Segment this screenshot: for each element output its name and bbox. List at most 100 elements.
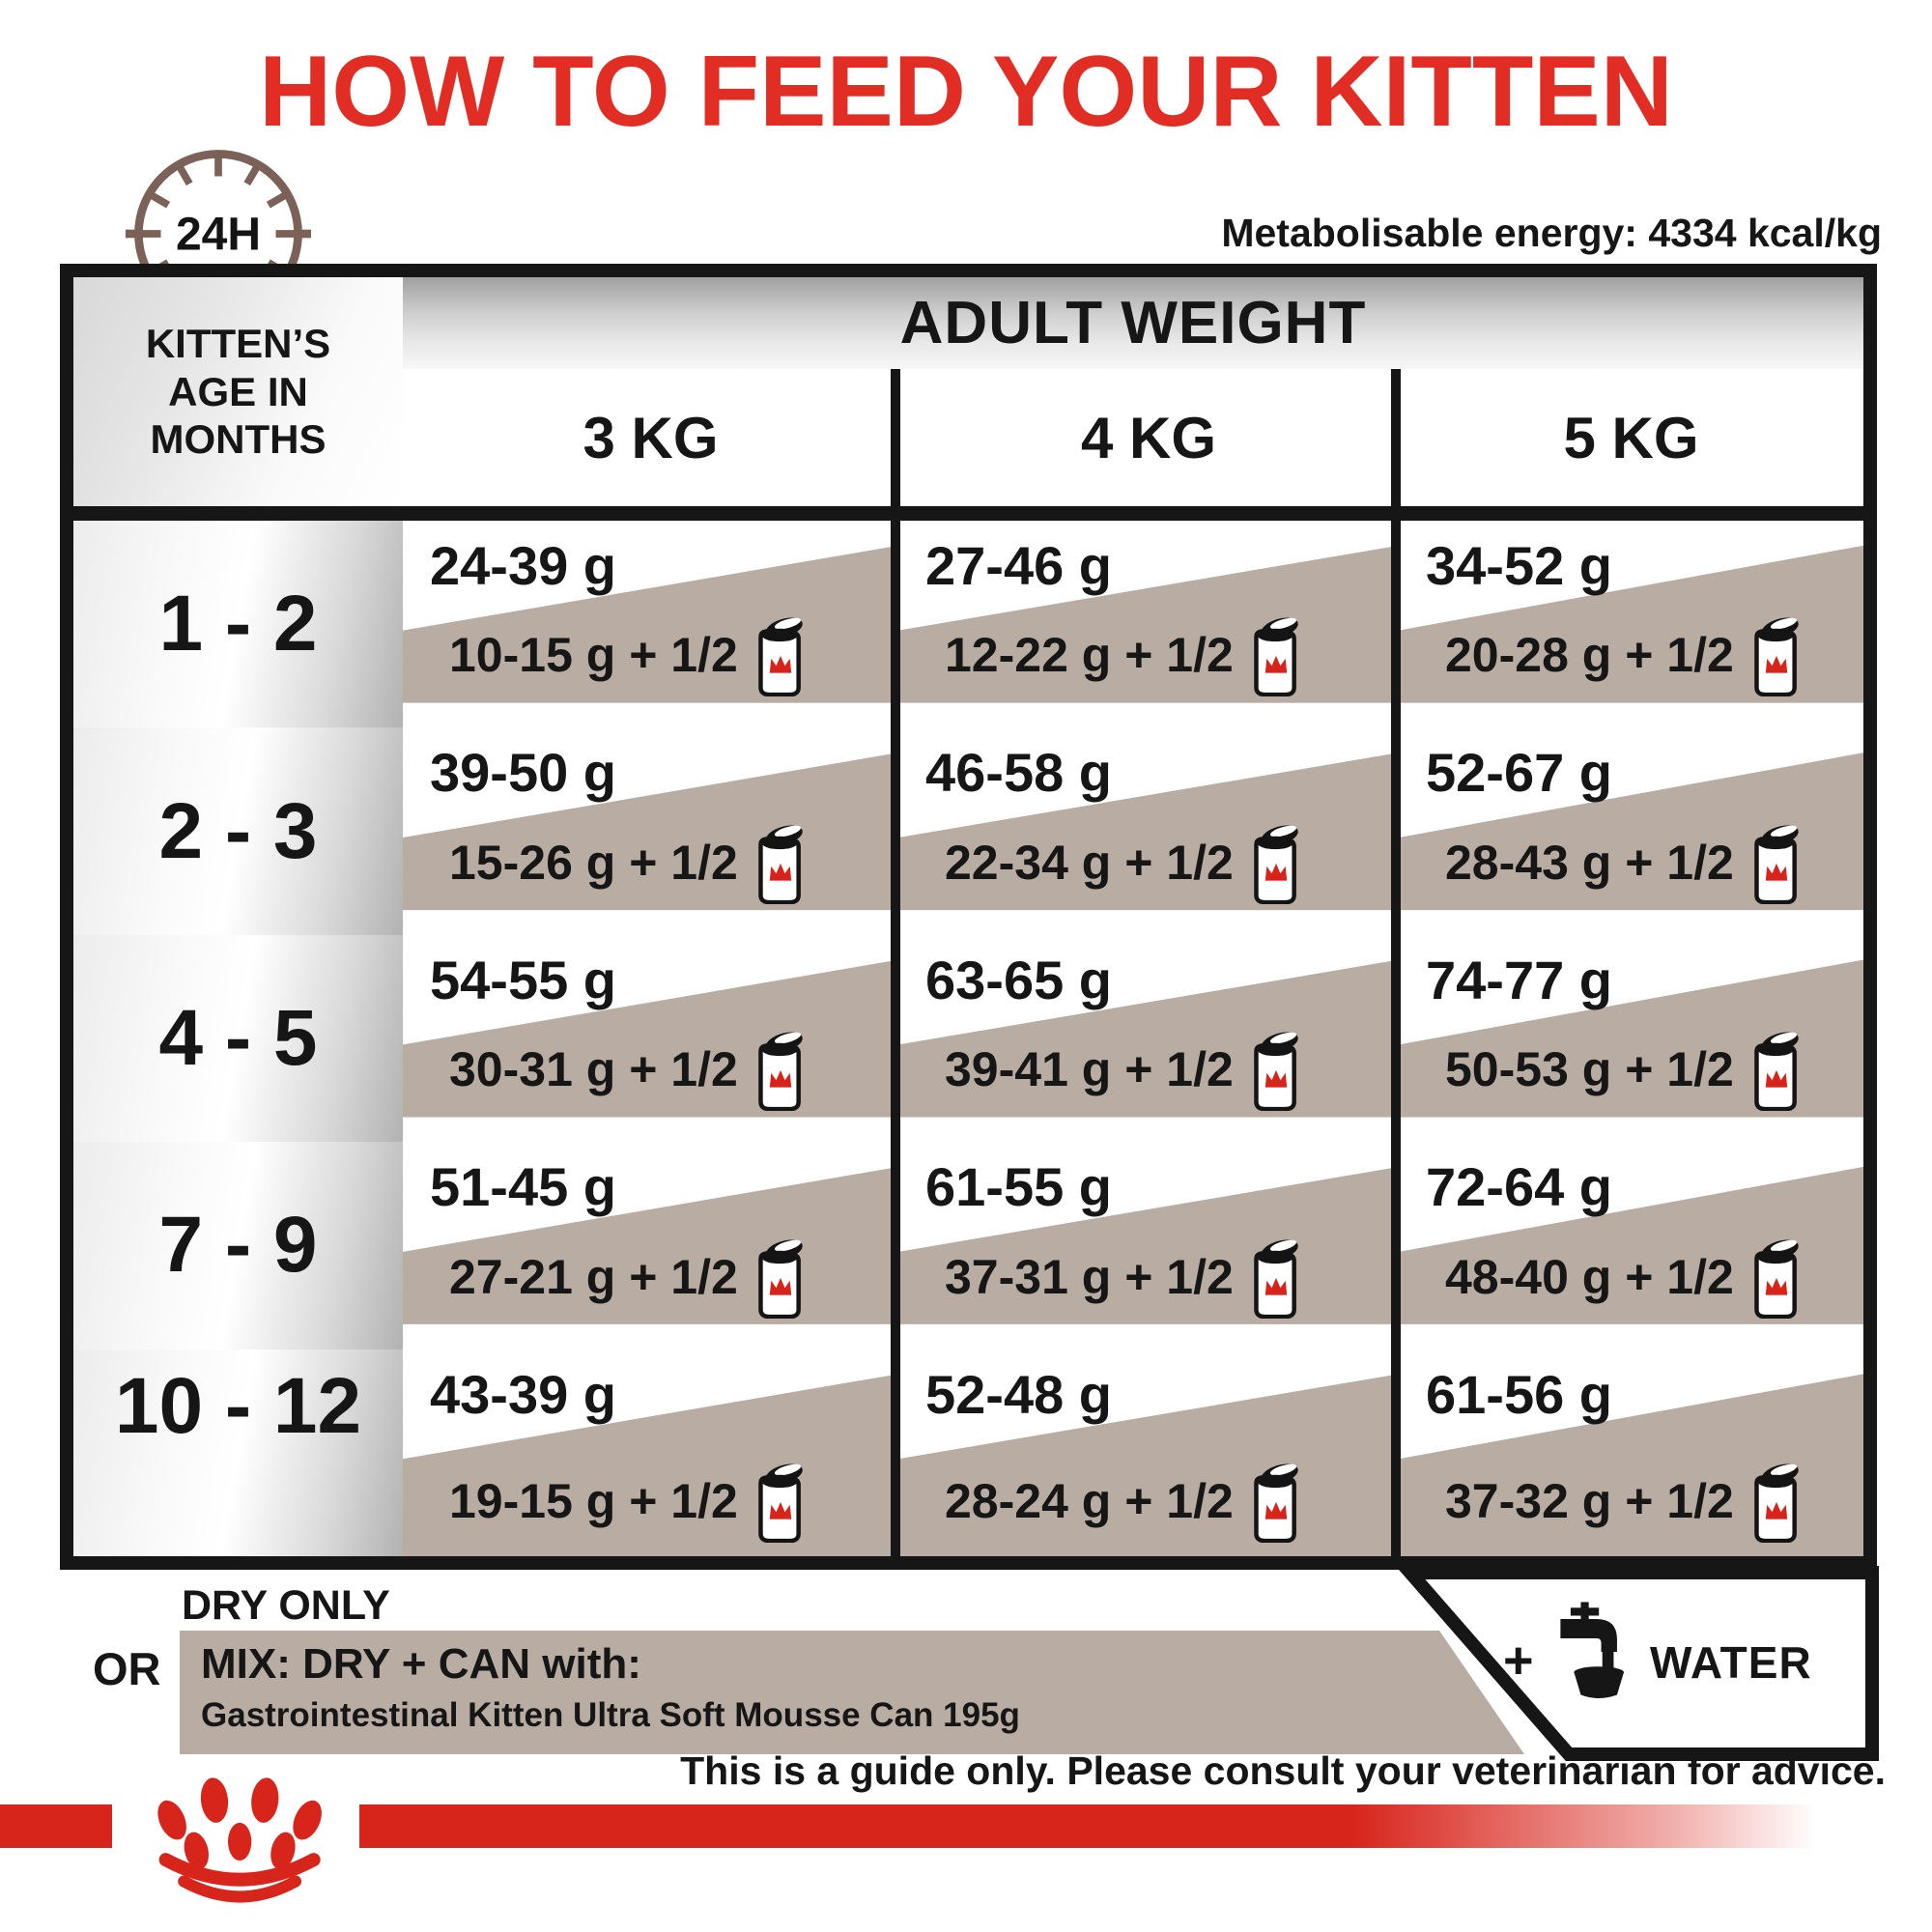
clock-label: 24H xyxy=(176,209,261,260)
dry-amount: 46-58 g xyxy=(925,742,1112,804)
feed-cell: 54-55 g 30-31 g + 1/2 xyxy=(403,934,898,1143)
dry-amount: 39-50 g xyxy=(430,742,616,804)
dry-amount: 72-64 g xyxy=(1426,1156,1612,1218)
mix-amount: 37-31 g + 1/2 xyxy=(945,1236,1303,1319)
feed-cell: 27-46 g 12-22 g + 1/2 xyxy=(898,521,1399,728)
mix-amount-text: 37-32 g + 1/2 xyxy=(1445,1473,1734,1528)
feed-cell: 51-45 g 27-21 g + 1/2 xyxy=(403,1142,898,1350)
dry-amount: 61-56 g xyxy=(1426,1363,1612,1425)
feeding-table: KITTEN’S AGE IN MONTHS ADULT WEIGHT 3 KG… xyxy=(60,264,1877,1570)
mix-amount: 37-32 g + 1/2 xyxy=(1445,1460,1804,1543)
royal-canin-paw-logo xyxy=(157,1777,322,1903)
dry-amount: 51-45 g xyxy=(430,1156,616,1218)
feed-cell: 52-67 g 28-43 g + 1/2 xyxy=(1399,727,1863,935)
feed-cell: 46-58 g 22-34 g + 1/2 xyxy=(898,727,1399,935)
age-cell: 1 - 2 xyxy=(73,521,403,728)
can-icon xyxy=(1254,825,1298,904)
dry-amount: 52-67 g xyxy=(1426,742,1612,804)
can-icon xyxy=(1254,1463,1298,1543)
age-column-header: KITTEN’S AGE IN MONTHS xyxy=(73,277,403,506)
can-icon xyxy=(758,617,803,697)
can-icon xyxy=(758,1463,803,1543)
water-box xyxy=(1395,1566,1879,1761)
can-icon xyxy=(1254,1239,1298,1319)
dry-amount: 54-55 g xyxy=(430,949,616,1010)
mix-product-name: Gastrointestinal Kitten Ultra Soft Mouss… xyxy=(201,1696,1020,1734)
age-cell: 2 - 3 xyxy=(73,727,403,935)
mix-amount: 19-15 g + 1/2 xyxy=(449,1460,808,1543)
feed-cell: 72-64 g 48-40 g + 1/2 xyxy=(1399,1142,1863,1350)
feed-cell: 52-48 g 28-24 g + 1/2 xyxy=(898,1349,1399,1556)
mix-amount-text: 48-40 g + 1/2 xyxy=(1445,1249,1734,1304)
feed-cell: 61-56 g 37-32 g + 1/2 xyxy=(1399,1349,1863,1556)
dry-amount: 52-48 g xyxy=(925,1363,1112,1425)
age-cell: 7 - 9 xyxy=(73,1142,403,1350)
mix-amount-text: 15-26 g + 1/2 xyxy=(449,835,738,890)
mix-amount: 48-40 g + 1/2 xyxy=(1445,1236,1804,1319)
mix-amount-text: 20-28 g + 1/2 xyxy=(1445,628,1734,683)
feed-cell: 24-39 g 10-15 g + 1/2 xyxy=(403,521,898,728)
mix-amount-text: 39-41 g + 1/2 xyxy=(945,1042,1234,1097)
can-icon xyxy=(1754,1463,1799,1543)
feed-cell: 63-65 g 39-41 g + 1/2 xyxy=(898,934,1399,1143)
dry-amount: 27-46 g xyxy=(925,535,1112,596)
plus-sign: + xyxy=(1503,1632,1534,1690)
or-label: OR xyxy=(93,1643,161,1694)
weight-column-header: 4 KG xyxy=(898,369,1399,506)
can-icon xyxy=(1754,617,1799,697)
can-icon xyxy=(1754,825,1799,904)
mix-amount-text: 22-34 g + 1/2 xyxy=(945,835,1234,890)
mix-amount: 12-22 g + 1/2 xyxy=(945,613,1303,697)
can-icon xyxy=(1754,1032,1799,1112)
age-cell: 4 - 5 xyxy=(73,934,403,1143)
mix-amount-text: 37-31 g + 1/2 xyxy=(945,1249,1234,1304)
dry-amount: 74-77 g xyxy=(1426,949,1612,1010)
can-icon xyxy=(1754,1239,1799,1319)
dry-amount: 34-52 g xyxy=(1426,535,1612,596)
mix-title: MIX: DRY + CAN with: xyxy=(201,1640,641,1688)
mix-amount: 50-53 g + 1/2 xyxy=(1445,1028,1804,1112)
mix-amount: 27-21 g + 1/2 xyxy=(449,1236,808,1319)
mix-amount-text: 27-21 g + 1/2 xyxy=(449,1249,738,1304)
feed-cell: 61-55 g 37-31 g + 1/2 xyxy=(898,1142,1399,1350)
feed-cell: 34-52 g 20-28 g + 1/2 xyxy=(1399,521,1863,728)
mix-amount: 10-15 g + 1/2 xyxy=(449,613,808,697)
header-rule xyxy=(73,506,1863,521)
energy-note: Metabolisable energy: 4334 kcal/kg xyxy=(1221,211,1882,255)
page-title: HOW TO FEED YOUR KITTEN xyxy=(259,36,1673,148)
feeding-table-grid: KITTEN’S AGE IN MONTHS ADULT WEIGHT 3 KG… xyxy=(73,277,1863,1556)
mix-amount: 22-34 g + 1/2 xyxy=(945,821,1303,904)
mix-amount-text: 10-15 g + 1/2 xyxy=(449,628,738,683)
weight-column-header: 3 KG xyxy=(403,369,898,506)
mix-amount-text: 12-22 g + 1/2 xyxy=(945,628,1234,683)
mix-amount: 28-43 g + 1/2 xyxy=(1445,821,1804,904)
feed-cell: 74-77 g 50-53 g + 1/2 xyxy=(1399,934,1863,1143)
mix-amount-text: 30-31 g + 1/2 xyxy=(449,1042,738,1097)
mix-amount-text: 28-43 g + 1/2 xyxy=(1445,835,1734,890)
feed-cell: 39-50 g 15-26 g + 1/2 xyxy=(403,727,898,935)
mix-legend-band: MIX: DRY + CAN with: Gastrointestinal Ki… xyxy=(180,1631,1524,1754)
can-icon xyxy=(1254,1032,1298,1112)
weight-column-header: 5 KG xyxy=(1399,369,1863,506)
feed-cell: 43-39 g 19-15 g + 1/2 xyxy=(403,1349,898,1556)
dry-amount: 63-65 g xyxy=(925,949,1112,1010)
mix-amount: 39-41 g + 1/2 xyxy=(945,1028,1303,1112)
disclaimer: This is a guide only. Please consult you… xyxy=(680,1748,1886,1793)
mix-amount: 28-24 g + 1/2 xyxy=(945,1460,1303,1543)
age-cell: 10 - 12 xyxy=(73,1349,403,1556)
can-icon xyxy=(758,1032,803,1112)
mix-amount-text: 50-53 g + 1/2 xyxy=(1445,1042,1734,1097)
water-tap-icon xyxy=(1560,1602,1624,1699)
column-separator xyxy=(891,369,900,1556)
can-icon xyxy=(1254,617,1298,697)
mix-amount: 20-28 g + 1/2 xyxy=(1445,613,1804,697)
column-separator xyxy=(1391,369,1401,1556)
can-icon xyxy=(758,1239,803,1319)
can-icon xyxy=(758,825,803,904)
adult-weight-header: ADULT WEIGHT xyxy=(403,277,1863,369)
mix-amount: 30-31 g + 1/2 xyxy=(449,1028,808,1112)
dry-amount: 24-39 g xyxy=(430,535,616,596)
mix-amount-text: 28-24 g + 1/2 xyxy=(945,1473,1234,1528)
mix-amount: 15-26 g + 1/2 xyxy=(449,821,808,904)
mix-amount-text: 19-15 g + 1/2 xyxy=(449,1473,738,1528)
